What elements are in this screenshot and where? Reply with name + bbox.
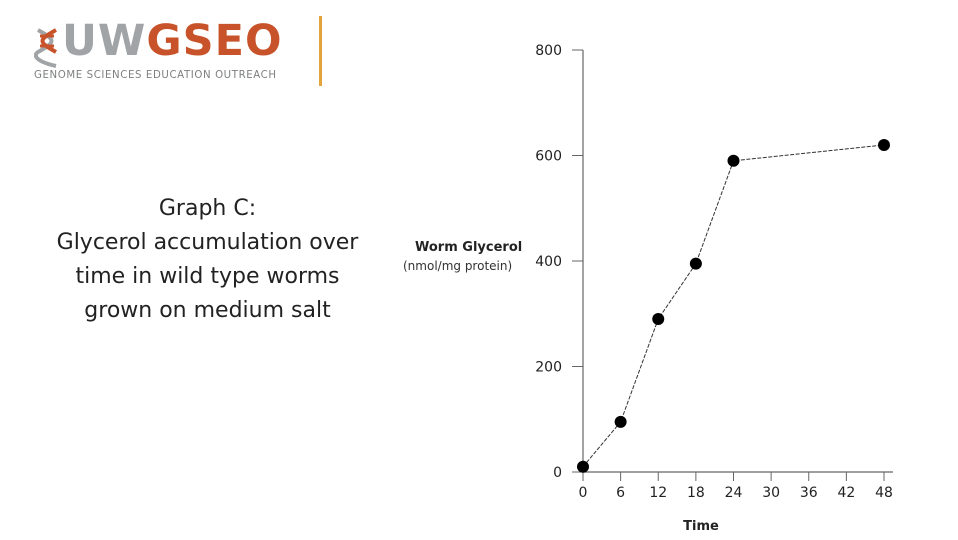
x-tick-label: 24 xyxy=(725,485,743,501)
data-point xyxy=(652,313,665,326)
y-tick-label: 400 xyxy=(535,254,562,270)
data-point xyxy=(577,460,589,473)
data-point xyxy=(614,415,627,428)
data-point xyxy=(878,138,890,151)
x-tick-label: 18 xyxy=(687,485,705,501)
y-tick-label: 200 xyxy=(535,360,562,376)
data-point xyxy=(689,257,702,270)
y-tick-label: 0 xyxy=(553,465,562,481)
x-axis-label: Time xyxy=(683,519,719,534)
data-point xyxy=(727,154,740,167)
x-tick-label: 0 xyxy=(579,485,588,501)
chart-axes xyxy=(582,50,893,473)
y-tick-label: 800 xyxy=(535,43,562,59)
chart-series xyxy=(577,138,890,473)
y-axis-units: (nmol/mg protein) xyxy=(403,259,512,273)
graph-title: Graph C: xyxy=(158,196,257,221)
graph-description: Glycerol accumulation over time in wild … xyxy=(56,230,359,323)
header-divider xyxy=(319,16,322,86)
logo-text-uw: UW xyxy=(62,16,147,66)
logo-wordmark: UWGSEO xyxy=(62,16,283,66)
series-line xyxy=(582,144,885,468)
x-tick-label: 36 xyxy=(800,485,818,501)
logo-text-gseo: GSEO xyxy=(146,16,283,66)
x-tick-label: 42 xyxy=(837,485,855,501)
x-tick-label: 30 xyxy=(762,485,780,501)
x-tick-label: 12 xyxy=(649,485,667,501)
logo-tagline: GENOME SCIENCES EDUCATION OUTREACH xyxy=(34,70,277,81)
y-tick-label: 600 xyxy=(535,149,562,165)
logo: UWGSEO GENOME SCIENCES EDUCATION OUTREAC… xyxy=(34,16,284,92)
x-tick-label: 48 xyxy=(875,485,893,501)
x-tick-label: 6 xyxy=(616,485,625,501)
chart-ticks: 0 200 400 600 800 0 6 12 18 24 30 36 42 48 xyxy=(535,43,893,501)
dna-icon xyxy=(34,28,57,68)
graph-caption: Graph C: Glycerol accumulation over time… xyxy=(40,192,375,328)
y-axis-label: Worm Glycerol xyxy=(415,240,522,255)
